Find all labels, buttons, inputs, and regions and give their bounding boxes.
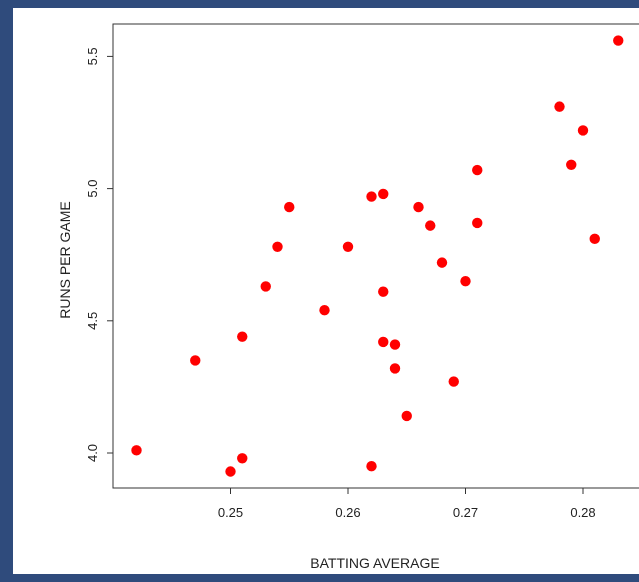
x-axis-title: BATTING AVERAGE (310, 555, 439, 571)
y-tick-label: 4.5 (85, 312, 100, 330)
data-point (131, 445, 142, 456)
data-point (460, 275, 471, 287)
y-tick-label: 5.0 (85, 180, 100, 198)
plot-panel (13, 8, 639, 574)
x-tick-label: 0.26 (335, 505, 360, 520)
plot-box (112, 23, 639, 489)
data-point (284, 201, 295, 213)
data-point (425, 220, 436, 231)
y-tick-label: 4.0 (85, 444, 100, 462)
y-tick-label: 5.5 (85, 47, 100, 65)
data-point (378, 188, 389, 200)
data-point (378, 336, 389, 348)
data-point (389, 339, 401, 350)
data-point (237, 331, 248, 342)
axes-layer: 0.25 0.26 0.27 0.28 4.0 4.5 5.0 5.5 (85, 23, 639, 520)
x-tick-label: 0.28 (570, 505, 595, 520)
data-point (472, 217, 483, 229)
data-point (613, 35, 624, 46)
data-point (448, 376, 459, 387)
data-point (413, 201, 424, 213)
data-point (272, 241, 283, 252)
data-point (436, 257, 448, 268)
data-point (225, 466, 236, 477)
data-point (589, 233, 600, 245)
points-layer (131, 35, 624, 477)
x-tick-label: 0.25 (218, 505, 243, 520)
data-point (378, 286, 389, 297)
data-point (472, 164, 483, 176)
data-point (401, 410, 412, 422)
y-axis-title: RUNS PER GAME (57, 201, 73, 318)
data-point (554, 101, 565, 112)
data-point (366, 461, 377, 472)
x-tick-label: 0.27 (453, 505, 478, 520)
data-point (190, 355, 201, 366)
data-point (389, 363, 401, 374)
data-point (577, 125, 589, 136)
data-point (342, 241, 354, 252)
data-point (237, 453, 248, 464)
data-point (319, 305, 330, 316)
data-point (260, 281, 271, 292)
data-point (566, 159, 577, 171)
data-point (366, 191, 377, 202)
